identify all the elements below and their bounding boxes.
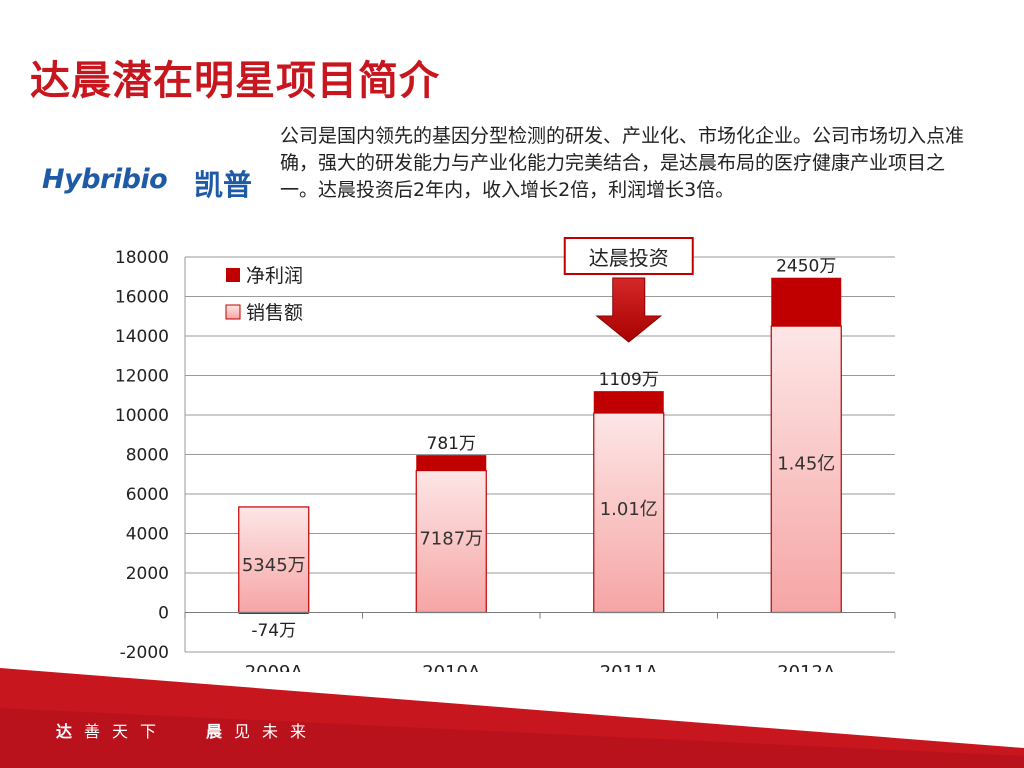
- bar-sales: [770, 325, 842, 614]
- annotation-box: [563, 237, 694, 275]
- company-logo: Hybribio 凯普: [42, 160, 257, 204]
- annotation-text: 达晨投资: [589, 246, 669, 270]
- logo-text-cn: 凯普: [194, 168, 253, 202]
- sales-label: 5345万: [242, 555, 306, 576]
- y-tick-label: -2000: [120, 643, 169, 663]
- logo-text-en: Hybribio: [42, 164, 168, 195]
- slogan-right: 晨见未来: [206, 722, 319, 741]
- x-tick-label: 2010A: [422, 662, 481, 672]
- y-tick-label: 4000: [126, 525, 169, 545]
- legend-label: 销售额: [246, 302, 303, 324]
- legend-label: 净利润: [246, 265, 303, 287]
- y-tick-label: 12000: [115, 367, 169, 387]
- slogan-left: 达善天下: [56, 722, 169, 741]
- y-axis: -2000 0 2000 4000 6000 8000 10000 12000 14000 160…: [115, 248, 186, 663]
- y-tick-label: 14000: [115, 327, 169, 347]
- profit-label: 781万: [427, 434, 476, 454]
- bar-profit: [593, 391, 664, 414]
- footer-band: [0, 668, 1024, 768]
- page-title: 达晨潜在明星项目简介: [30, 58, 440, 104]
- sales-label: 1.01亿: [600, 499, 658, 520]
- profit-label: 2450万: [776, 257, 836, 277]
- x-tick-label: 2012A: [777, 662, 836, 672]
- y-tick-label: 10000: [115, 406, 169, 426]
- profit-label: -74万: [251, 621, 296, 641]
- bar-profit: [238, 612, 309, 614]
- investment-annotation: 达晨投资: [563, 237, 694, 343]
- y-tick-label: 8000: [126, 446, 169, 466]
- x-axis: 2009A 2010A 2011A 2012A: [184, 612, 896, 672]
- stacked-bar-chart: -2000 0 2000 4000 6000 8000 10000 12000 14000 160…: [115, 237, 896, 672]
- y-tick-label: 0: [158, 604, 169, 624]
- sales-label: 7187万: [419, 529, 483, 550]
- y-tick-label: 2000: [126, 564, 169, 584]
- y-tick-label: 16000: [115, 288, 169, 308]
- bar-sales: [593, 412, 665, 614]
- bar-sales: [238, 506, 310, 614]
- bar-profit: [416, 455, 487, 471]
- bar-sales: [415, 469, 487, 614]
- x-tick-label: 2011A: [600, 662, 659, 672]
- sales-label: 1.45亿: [777, 454, 835, 475]
- y-tick-label: 6000: [126, 485, 169, 505]
- bar-profit: [771, 277, 842, 327]
- bars: -74万 5345万 781万 7187万 1109万 1.01亿 2450万 1.45亿: [238, 257, 842, 641]
- x-tick-label: 2009A: [245, 662, 304, 672]
- legend-swatch: [226, 268, 240, 282]
- footer-shade-shape: [0, 708, 1024, 768]
- intro-paragraph: 公司是国内领先的基因分型检测的研发、产业化、市场化企业。公司市场切入点准确，强大…: [280, 125, 965, 201]
- profit-label: 1109万: [599, 370, 659, 390]
- legend-swatch: [225, 304, 241, 320]
- y-tick-label: 18000: [115, 248, 169, 268]
- annotation-arrow: [595, 277, 663, 343]
